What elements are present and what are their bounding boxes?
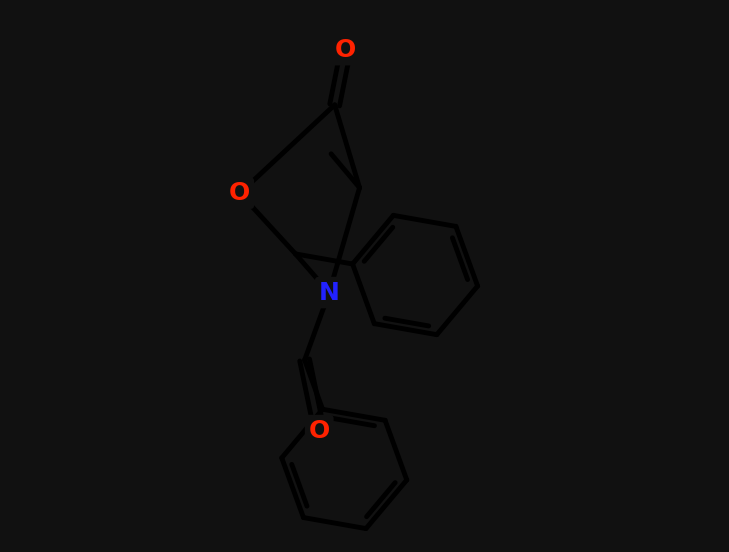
Text: N: N <box>319 280 340 305</box>
Text: O: O <box>229 181 250 205</box>
Text: O: O <box>308 418 330 443</box>
Text: O: O <box>335 38 356 62</box>
